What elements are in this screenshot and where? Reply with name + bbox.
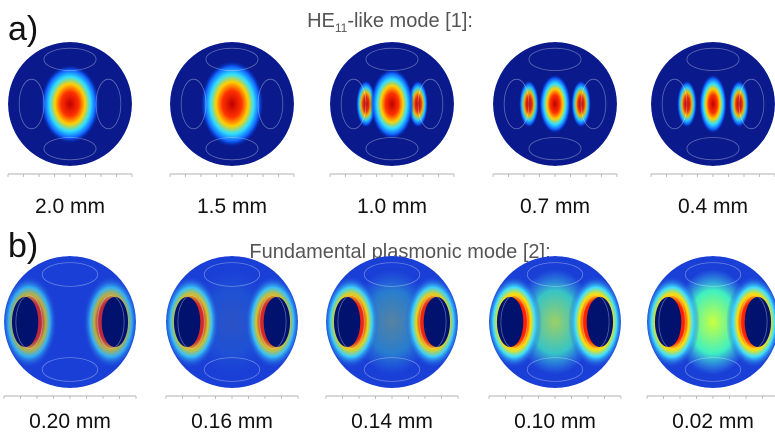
size-label: 1.0 mm [357, 195, 427, 218]
size-label: 0.4 mm [678, 195, 748, 218]
figure: a) HE11-like mode [1]: b) Fundamental pl… [0, 0, 775, 439]
mode-spot [539, 74, 571, 134]
mode-spot [699, 74, 727, 134]
row-label: a) [8, 10, 38, 48]
mode-spot [200, 60, 264, 148]
size-label: 1.5 mm [197, 195, 267, 218]
size-label: 2.0 mm [35, 195, 105, 218]
title-part: HE [307, 10, 335, 32]
field-map [170, 42, 294, 166]
field-map [163, 256, 300, 388]
field-map [493, 42, 617, 166]
title-part: -like mode [1]: [347, 10, 473, 32]
field-map [1, 256, 138, 388]
field-map [644, 256, 775, 388]
field-map [651, 42, 775, 166]
size-label: 0.02 mm [672, 410, 754, 433]
size-label: 0.16 mm [191, 410, 273, 433]
size-label: 0.20 mm [29, 410, 111, 433]
row-title: HE11-like mode [1]: [307, 10, 473, 35]
field-map [323, 256, 460, 388]
mode-spot [40, 64, 100, 144]
size-label: 0.10 mm [514, 410, 596, 433]
mode-spot [370, 68, 414, 140]
row-label: b) [8, 227, 38, 265]
title-sub: 11 [335, 21, 348, 35]
size-label: 0.7 mm [520, 195, 590, 218]
field-map [486, 256, 623, 388]
field-map [330, 42, 454, 166]
size-label: 0.14 mm [351, 410, 433, 433]
field-map [8, 42, 132, 166]
